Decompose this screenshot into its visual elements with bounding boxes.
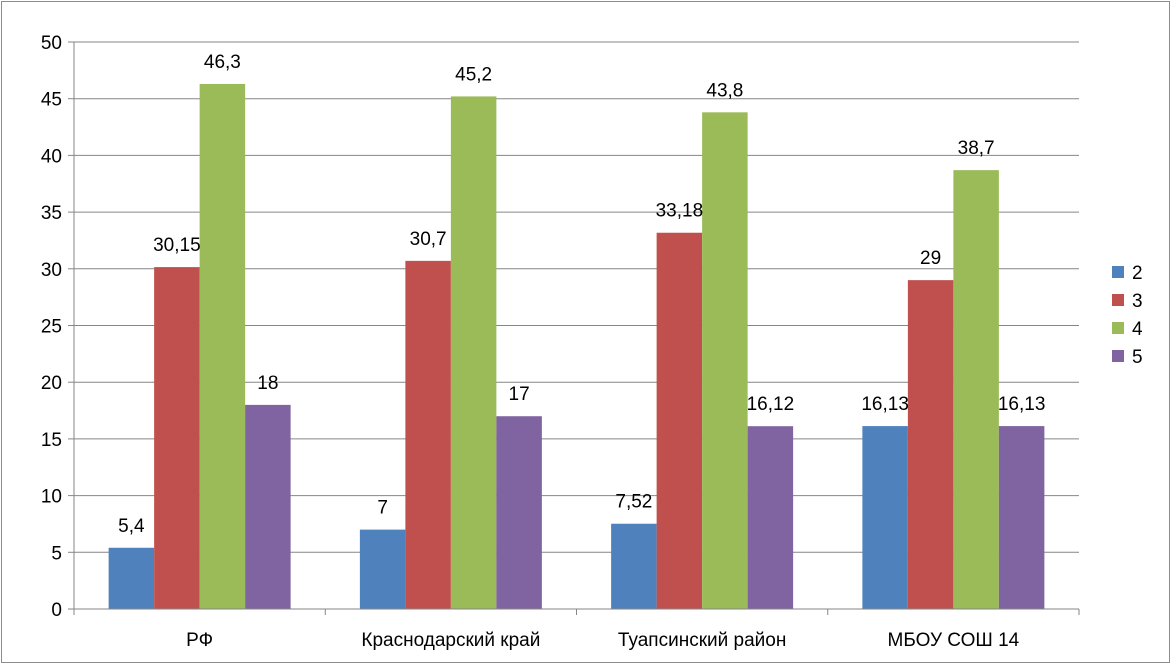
data-label: 7 xyxy=(377,498,388,519)
y-tick-label: 35 xyxy=(41,203,62,224)
y-tick-label: 15 xyxy=(41,430,62,451)
bar-5-1 xyxy=(245,404,291,609)
x-tick-label: Краснодарский край xyxy=(361,630,540,651)
legend: 2 3 4 5 xyxy=(1112,263,1143,368)
bar-4-4 xyxy=(953,170,999,609)
legend-swatch-2 xyxy=(1112,266,1124,278)
data-label: 29 xyxy=(920,248,941,269)
y-tick-label: 30 xyxy=(41,260,62,281)
x-tick-label: МБОУ СОШ 14 xyxy=(888,630,1020,651)
y-tick-label: 20 xyxy=(41,373,62,394)
data-label: 16,13 xyxy=(861,394,909,415)
bar-5-2 xyxy=(496,416,542,609)
y-tick-label: 0 xyxy=(51,600,62,621)
bar-5-4 xyxy=(998,426,1045,609)
legend-label: 4 xyxy=(1132,319,1143,340)
axes: 0 5 10 15 20 25 30 35 40 45 50 РФ Краснодарский край… xyxy=(41,33,1080,651)
data-label: 43,8 xyxy=(706,80,743,101)
legend-label: 3 xyxy=(1132,291,1143,312)
data-label: 30,15 xyxy=(153,235,201,256)
data-label: 46,3 xyxy=(204,52,241,73)
y-tick-label: 45 xyxy=(41,90,62,111)
legend-swatch-4 xyxy=(1112,322,1124,334)
bar-4-1 xyxy=(199,83,246,609)
data-label: 30,7 xyxy=(410,229,447,250)
bars xyxy=(108,83,1045,610)
y-tick-label: 5 xyxy=(51,543,62,564)
bar-3-4 xyxy=(907,280,954,609)
bar-4-3 xyxy=(702,112,748,610)
data-label: 7,52 xyxy=(615,492,652,513)
data-label: 17 xyxy=(509,384,530,405)
y-tick-label: 25 xyxy=(41,317,62,338)
bar-4-2 xyxy=(450,96,497,609)
data-label: 5,4 xyxy=(118,516,145,537)
y-tick-label: 10 xyxy=(41,487,62,508)
data-label: 38,7 xyxy=(958,138,995,159)
bar-3-2 xyxy=(405,260,451,609)
legend-swatch-3 xyxy=(1112,294,1124,306)
data-label: 33,18 xyxy=(656,201,704,222)
data-label: 16,13 xyxy=(998,394,1046,415)
legend-swatch-5 xyxy=(1112,350,1124,362)
bar-3-3 xyxy=(656,232,703,609)
x-tick-label: РФ xyxy=(186,630,213,651)
bar-2-2 xyxy=(359,529,406,609)
bar-2-1 xyxy=(108,547,155,609)
x-tick-label: Туапсинский район xyxy=(618,630,786,651)
bar-2-4 xyxy=(862,426,908,609)
data-label: 18 xyxy=(257,373,278,394)
bar-5-3 xyxy=(747,426,794,609)
bar-2-3 xyxy=(611,523,657,609)
bar-3-1 xyxy=(154,267,200,609)
data-labels: 5,4 30,15 46,3 18 7 30,7 45,2 17 7,52 33,18 43,8 16… xyxy=(118,52,1045,537)
y-tick-label: 50 xyxy=(41,33,62,54)
legend-label: 2 xyxy=(1132,263,1143,284)
legend-label: 5 xyxy=(1132,347,1143,368)
y-tick-label: 40 xyxy=(41,146,62,167)
data-label: 16,12 xyxy=(747,394,795,415)
data-label: 45,2 xyxy=(455,64,492,85)
